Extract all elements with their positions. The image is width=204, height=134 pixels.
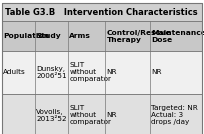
Text: Population: Population [3, 33, 49, 39]
Text: Table G3.B   Intervention Characteristics: Table G3.B Intervention Characteristics [5, 8, 198, 17]
Text: NR: NR [151, 69, 162, 75]
Bar [2, 21, 202, 51]
Text: SLIT
without
comparator: SLIT without comparator [69, 105, 111, 125]
Bar [2, 51, 202, 94]
Text: Control/Rescue
Therapy: Control/Rescue Therapy [106, 30, 171, 43]
Text: Adults: Adults [3, 69, 26, 75]
Text: NR: NR [106, 112, 117, 118]
Text: Arms: Arms [69, 33, 91, 39]
Bar [2, 94, 202, 134]
Text: Vovolis,
2013²52: Vovolis, 2013²52 [36, 109, 67, 122]
Text: Maintenance
Dose: Maintenance Dose [151, 30, 204, 43]
Text: NR: NR [106, 69, 117, 75]
Text: Targeted: NR
Actual: 3
drops /day: Targeted: NR Actual: 3 drops /day [151, 105, 198, 125]
Text: SLIT
without
comparator: SLIT without comparator [69, 62, 111, 82]
Text: Study: Study [36, 33, 61, 39]
Bar [2, 3, 202, 21]
Text: Dunsky,
2006²51: Dunsky, 2006²51 [36, 66, 67, 79]
